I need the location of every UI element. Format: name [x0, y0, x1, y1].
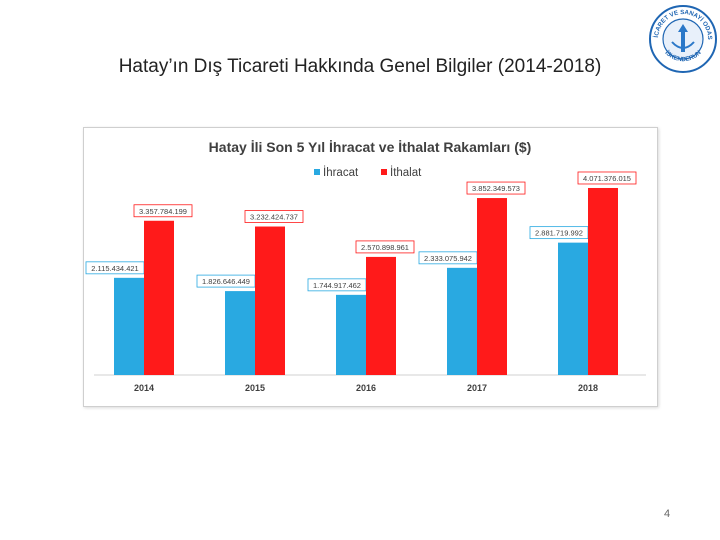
data-label-ihracat-2016: 1.744.917.462 [313, 281, 361, 290]
x-tick-2014: 2014 [134, 383, 154, 393]
data-label-ihracat-2014: 2.115.434.421 [91, 264, 138, 273]
bar-ihracat-2017 [447, 267, 477, 375]
legend-swatch-ithalat [381, 169, 387, 175]
x-tick-2018: 2018 [578, 383, 598, 393]
bar-ithalat-2016 [366, 256, 396, 375]
data-label-ithalat-2014: 3.357.784.199 [139, 207, 187, 216]
bar-ithalat-2015 [255, 226, 285, 375]
chamber-logo: TİCARET VE SANAYİ ODASI İSKENDERUN [648, 4, 717, 73]
chart-frame: Hatay İli Son 5 Yıl İhracat ve İthalat R… [83, 127, 658, 407]
chart-title: Hatay İli Son 5 Yıl İhracat ve İthalat R… [209, 139, 532, 155]
slide-title: Hatay’ın Dış Ticareti Hakkında Genel Bil… [118, 56, 602, 77]
legend-label-ihracat: İhracat [323, 166, 359, 179]
data-label-box-ithalat-2014 [133, 204, 193, 218]
data-label-ithalat-2015: 3.232.424.737 [250, 213, 298, 222]
legend-label-ithalat: İthalat [390, 166, 422, 179]
x-tick-2015: 2015 [245, 383, 265, 393]
bar-ihracat-2016 [336, 294, 366, 375]
data-label-ihracat-2017: 2.333.075.942 [424, 254, 472, 263]
data-label-ithalat-2017: 3.852.349.573 [472, 184, 520, 193]
page-number: 4 [664, 508, 671, 520]
bar-ihracat-2018 [558, 242, 588, 375]
x-tick-2016: 2016 [356, 383, 376, 393]
bar-ihracat-2015 [225, 291, 255, 375]
data-label-ihracat-2018: 2.881.719.992 [535, 229, 583, 238]
data-label-box-ithalat-2017 [466, 181, 526, 195]
data-label-ithalat-2016: 2.570.898.961 [361, 243, 409, 252]
bar-ithalat-2014 [144, 220, 174, 375]
bar-ihracat-2014 [114, 277, 144, 375]
data-label-ihracat-2015: 1.826.646.449 [202, 277, 250, 286]
legend-swatch-ihracat [314, 169, 320, 175]
data-label-box-ithalat-2018 [577, 171, 637, 185]
x-tick-2017: 2017 [467, 383, 487, 393]
bar-ithalat-2017 [477, 198, 507, 375]
bar-chart: Hatay İli Son 5 Yıl İhracat ve İthalat R… [85, 139, 646, 393]
legend: İhracat İthalat [314, 166, 422, 179]
bar-ithalat-2018 [588, 187, 618, 375]
data-label-ithalat-2018: 4.071.376.015 [583, 174, 631, 183]
data-label-box-ithalat-2016 [355, 240, 415, 254]
data-label-box-ithalat-2015 [244, 210, 304, 223]
